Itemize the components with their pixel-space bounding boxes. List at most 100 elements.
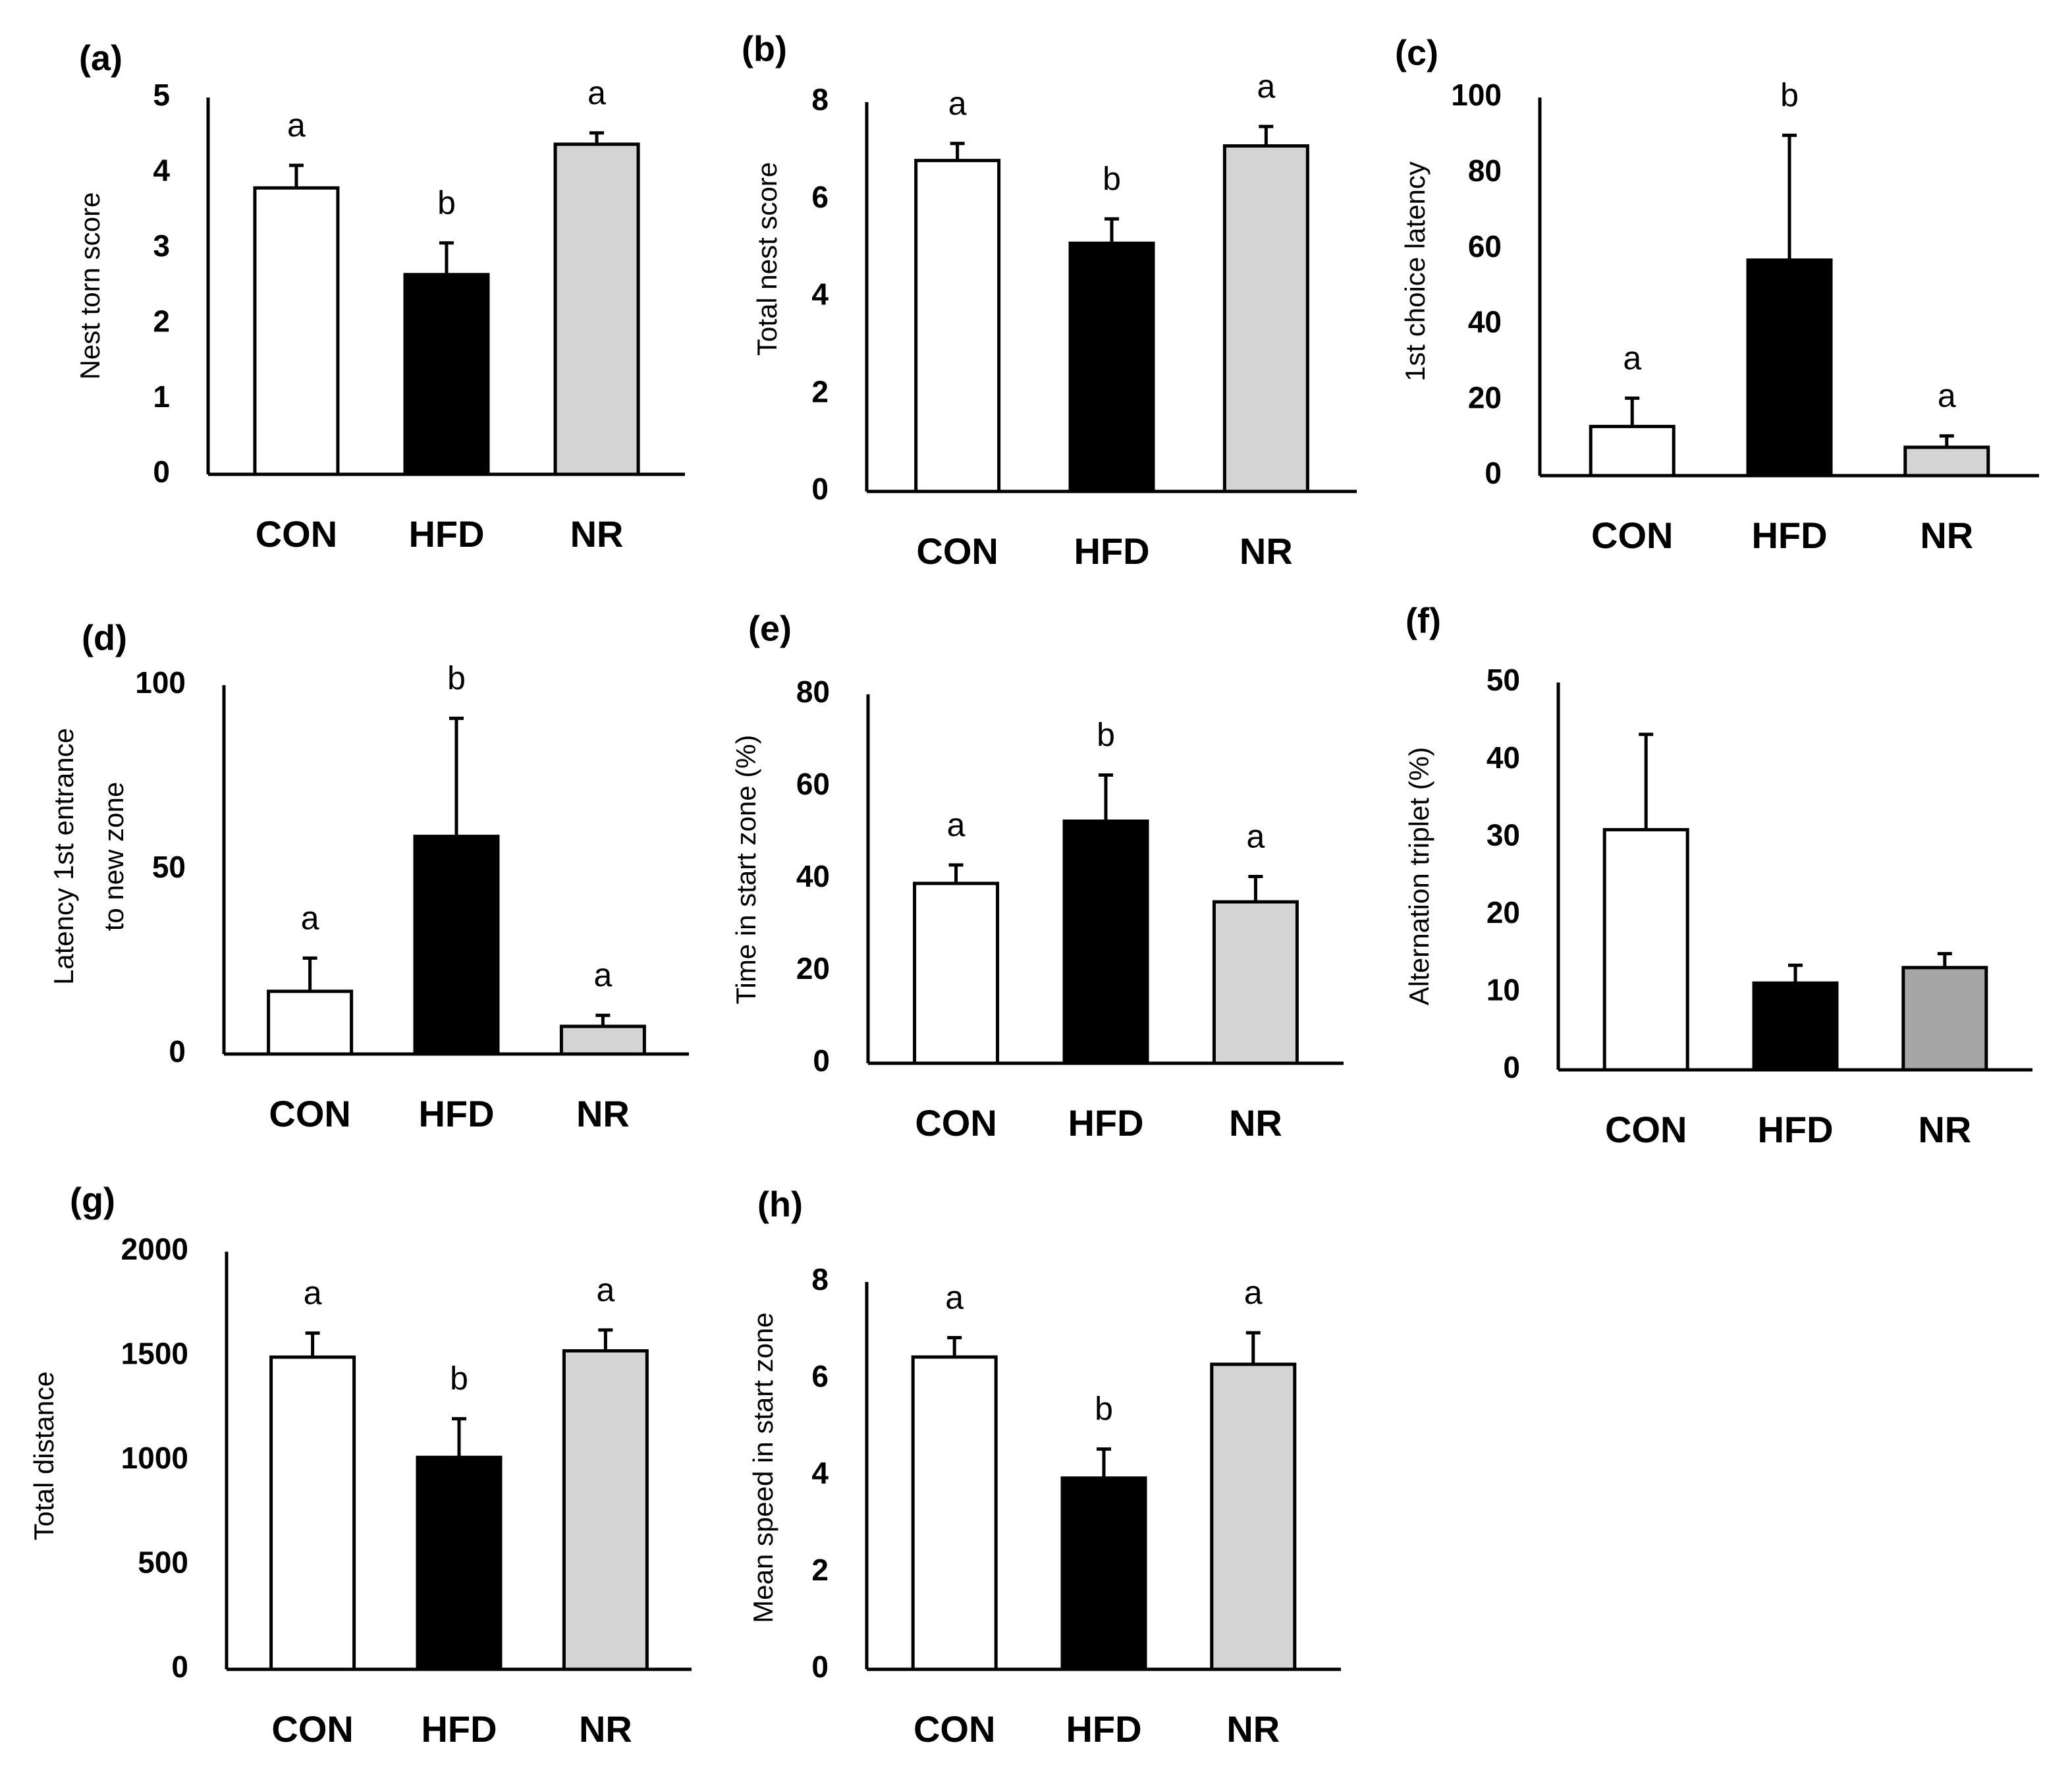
category-label-con: CON [916,530,998,572]
y-tick-label: 6 [811,1359,829,1393]
significance-letter: a [304,1275,322,1312]
bar-hfd [1062,820,1149,1065]
bar-con [269,1355,356,1671]
bar-con [911,1355,998,1671]
y-axis-title: Alternation triplet (%) [1404,747,1434,1005]
y-tick-label: 2000 [121,1232,188,1266]
category-label-con: CON [269,1093,350,1134]
y-tick-label: 80 [1468,153,1502,188]
significance-letter: b [437,184,456,221]
significance-letter: a [1623,339,1641,376]
panel-label: (e) [748,609,792,648]
significance-letter: b [1780,76,1799,113]
y-tick-label: 4 [153,153,170,188]
category-label-hfd: HFD [1751,515,1827,556]
bar-hfd [413,835,500,1056]
bar-con [1602,827,1689,1072]
y-axis-title: Time in start zone (%) [730,735,761,1004]
bar-nr [1222,144,1309,493]
y-tick-label: 0 [171,1650,188,1684]
bar-hfd [1060,1476,1147,1671]
y-tick-label: 1500 [121,1337,188,1371]
category-label-nr: NR [1240,530,1293,572]
y-tick-label: 8 [811,82,829,117]
y-tick-label: 0 [811,472,829,506]
panel-label: (a) [79,38,123,78]
y-axis-title: Latency 1st entrance [48,728,79,985]
y-tick-label: 0 [153,455,170,489]
y-tick-label: 1 [153,379,170,414]
category-label-con: CON [271,1708,353,1750]
significance-letter: a [596,1271,614,1308]
bar-nr [553,142,640,476]
y-tick-label: 8 [811,1262,829,1296]
bar-nr [1901,966,1988,1072]
y-tick-label: 20 [1468,380,1502,414]
bar-con [914,159,1001,493]
y-tick-label: 500 [138,1545,188,1580]
category-label-con: CON [1605,1109,1687,1150]
y-tick-label: 40 [796,859,830,893]
y-tick-label: 0 [1485,456,1502,490]
bar-nr [1210,1362,1297,1671]
significance-letter: a [1244,1274,1263,1311]
y-tick-label: 100 [1451,78,1502,112]
significance-letter: a [948,85,967,122]
bar-con [913,881,1000,1065]
bar-nr [1903,445,1990,478]
chart-panel-h: (h) Mean speed in start zone 0 2 4 6 8 a CON b HFD… [748,1184,1341,1750]
significance-letter: b [447,659,466,696]
category-label-nr: NR [570,513,624,555]
y-tick-label: 0 [1503,1050,1520,1084]
chart-panel-a: (a) Nest torn score 0 1 2 3 4 5 a CON b HFD a NR [74,38,685,555]
y-tick-label: 50 [152,850,186,884]
y-axis-title: Mean speed in start zone [748,1312,778,1623]
category-label-hfd: HFD [418,1093,494,1134]
significance-letter: a [947,806,966,843]
bar-nr [1212,900,1299,1065]
panel-label: (c) [1395,33,1438,72]
bar-con [253,186,340,476]
y-axis-title: Total distance [28,1372,59,1541]
y-tick-label: 100 [135,665,186,700]
category-label-nr: NR [1920,515,1973,556]
significance-letter: a [1247,818,1265,855]
y-axis-title: Nest torn score [74,192,105,380]
panel-label: (g) [70,1181,115,1220]
chart-panel-c: (c) 1st choice latency 0 20 40 60 80 100 a CON b HF… [1395,33,2039,556]
y-axis-title: Total nest score [751,162,782,356]
significance-letter: b [1095,1391,1113,1428]
chart-panel-d: (d) Latency 1st entrance to new zone 0 50 100… [48,618,689,1134]
panel-label: (b) [742,29,787,69]
panel-label: (f) [1405,601,1441,640]
y-axis-title: 1st choice latency [1400,161,1431,381]
y-tick-label: 2 [153,304,170,338]
y-tick-label: 20 [1486,895,1520,930]
y-tick-label: 2 [811,374,829,408]
category-label-hfd: HFD [1074,530,1149,572]
y-tick-label: 40 [1486,740,1520,775]
y-tick-label: 30 [1486,818,1520,852]
category-label-nr: NR [1229,1102,1282,1144]
y-tick-label: 20 [796,951,830,986]
category-label-hfd: HFD [1068,1102,1143,1144]
category-label-con: CON [256,513,337,555]
category-label-nr: NR [579,1708,632,1750]
significance-letter: a [287,107,306,144]
category-label-hfd: HFD [421,1708,497,1750]
category-label-hfd: HFD [1066,1708,1141,1750]
y-tick-label: 4 [811,1456,829,1490]
chart-panel-f: (f) Alternation triplet (%) 0 10 20 30 40 50 CON… [1404,601,2032,1150]
y-tick-label: 5 [153,78,170,112]
y-tick-label: 3 [153,229,170,263]
chart-panel-b: (b) Total nest score 0 2 4 6 8 a CON b HFD a NR [742,29,1357,572]
category-label-nr: NR [1226,1708,1280,1750]
y-tick-label: 0 [169,1034,186,1069]
y-tick-label: 60 [1468,229,1502,264]
y-tick-label: 0 [813,1043,830,1078]
significance-letter: a [587,74,606,111]
chart-panel-g: (g) Total distance 0 500 1000 1500 2000 a CON b HF… [28,1181,692,1750]
y-tick-label: 0 [811,1650,829,1684]
category-label-hfd: HFD [408,513,484,555]
bar-hfd [403,273,490,476]
